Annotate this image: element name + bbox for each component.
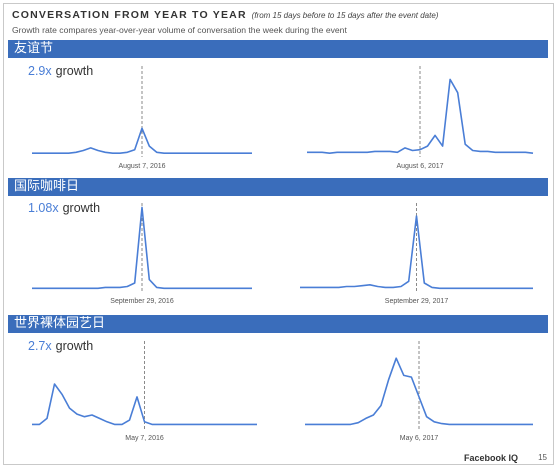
series-line (32, 206, 252, 290)
slide-frame (3, 3, 554, 465)
title-line: CONVERSATION FROM YEAR TO YEAR (from 15 … (12, 8, 552, 23)
growth-label-1: growth (55, 64, 94, 78)
event-band-2: 国际咖啡日 (8, 178, 548, 196)
page-number: 15 (538, 453, 547, 462)
line-chart-nude-gardening-2016: May 7, 2016 (32, 341, 257, 442)
event-date-label: May 6, 2017 (400, 435, 439, 442)
line-chart-friendship-2017: August 6, 2017 (307, 66, 534, 170)
page-title: CONVERSATION FROM YEAR TO YEAR (12, 9, 247, 21)
growth-value-3: 2.7x (28, 339, 52, 353)
growth-value-1: 2.9x (28, 64, 52, 78)
series-line (300, 215, 533, 290)
growth-label-3: growth (55, 339, 94, 353)
event-band-1: 友谊节 (8, 40, 548, 58)
event-date-label: May 7, 2016 (125, 435, 164, 442)
series-line (32, 383, 257, 426)
growth-callout-2: 1.08x growth (28, 201, 100, 215)
growth-value-2: 1.08x (28, 201, 59, 215)
line-chart-coffee-2016: September 29, 2016 (32, 203, 252, 305)
line-chart-nude-gardening-2017: May 6, 2017 (305, 341, 533, 442)
series-line (305, 357, 533, 426)
event-date-label: September 29, 2016 (110, 298, 174, 305)
header: CONVERSATION FROM YEAR TO YEAR (from 15 … (12, 8, 552, 36)
growth-label-2: growth (62, 201, 101, 215)
series-line (307, 78, 534, 154)
growth-callout-3: 2.7x growth (28, 339, 93, 353)
brand-name: Facebook IQ (463, 453, 518, 463)
event-date-label: August 6, 2017 (396, 163, 443, 170)
event-date-label: September 29, 2017 (385, 298, 449, 305)
series-line (32, 127, 252, 154)
page-subtitle: Growth rate compares year-over-year volu… (12, 25, 347, 35)
event-band-3: 世界裸体园艺日 (8, 315, 548, 333)
growth-callout-1: 2.9x growth (28, 64, 93, 78)
line-chart-friendship-2016: August 7, 2016 (32, 66, 252, 170)
title-note: (from 15 days before to 15 days after th… (251, 11, 439, 20)
line-chart-coffee-2017: September 29, 2017 (300, 203, 533, 305)
event-date-label: August 7, 2016 (118, 163, 165, 170)
